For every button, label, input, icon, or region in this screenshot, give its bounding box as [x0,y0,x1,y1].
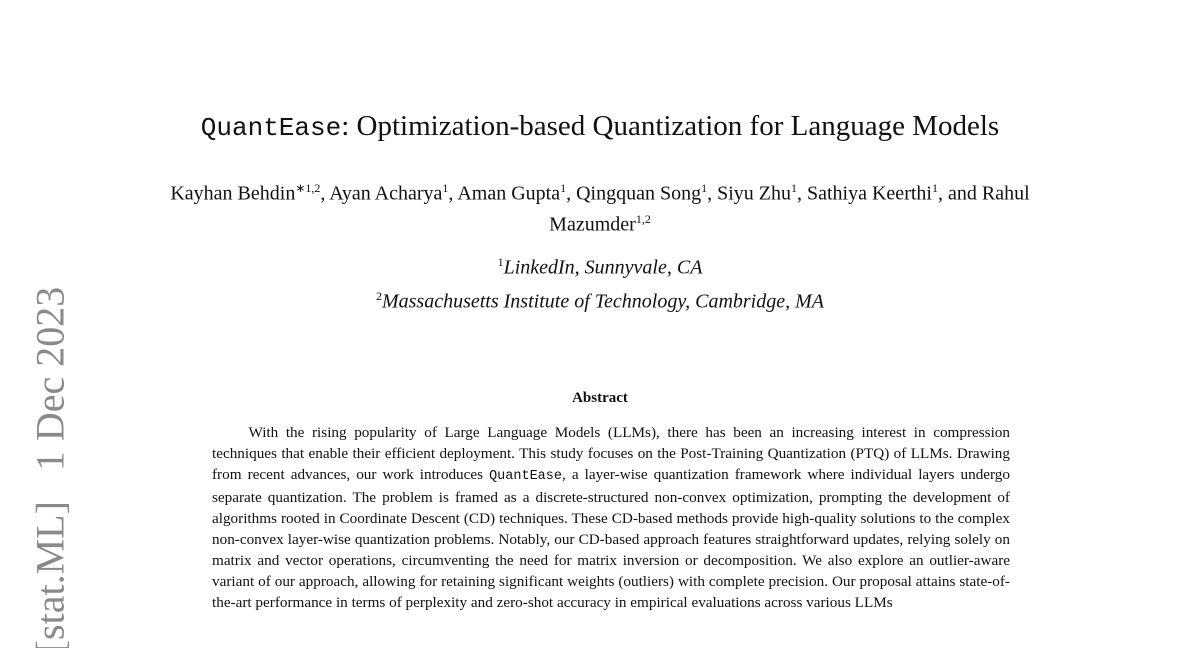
author-affiliation-mark: 1 [442,181,449,195]
author-affiliation-mark: 1 [560,181,567,195]
affiliations: 1LinkedIn, Sunnyvale, CA 2Massachusetts … [0,248,1200,315]
title-rest: : Optimization-based Quantization for La… [341,110,1000,142]
author: Siyu Zhu [717,182,791,205]
affiliation: 2Massachusetts Institute of Technology, … [375,288,824,313]
author-affiliation-mark: 1,2 [635,211,651,226]
author-separator: , and [937,182,982,205]
author-separator: , [566,182,577,205]
paper-title: QuantEase: Optimization-based Quantizati… [0,110,1200,143]
author-separator: , [320,182,330,205]
arxiv-side-stamp: [stat.ML] 1 Dec 2023 [27,286,73,648]
author-affiliation-mark: 1 [701,181,708,195]
author: Aman Gupta [457,182,561,205]
author-separator: , [707,182,718,205]
abstract-body: With the rising popularity of Large Lang… [212,424,1010,611]
author-affiliation-mark: ∗1,2 [295,181,321,195]
author: Ayan Acharya [329,182,443,205]
author-separator: , [448,182,458,205]
arxiv-stamp-area: [stat.ML] 1 Dec 2023 [0,0,100,648]
affiliation: 1LinkedIn, Sunnyvale, CA [497,255,703,279]
author-list: Kayhan Behdin∗1,2, Ayan Acharya1, Aman G… [150,176,1050,237]
author: Qingquan Song [576,182,702,205]
author: Kayhan Behdin [170,182,296,205]
author-separator: , [797,182,807,205]
abstract-heading: Abstract [572,390,628,406]
author-affiliation-mark: 1 [931,181,938,195]
author: Sathiya Keerthi [807,182,932,205]
author-affiliation-mark: 1 [791,181,797,195]
title-method-name: QuantEase [200,113,342,143]
author: Rahul Mazumder [549,182,1030,236]
